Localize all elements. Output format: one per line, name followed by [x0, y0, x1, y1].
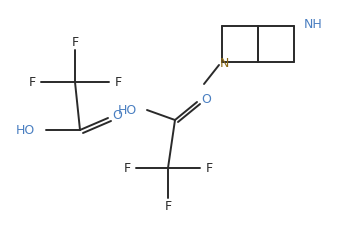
Text: F: F [29, 76, 36, 88]
Text: F: F [165, 201, 172, 213]
Text: F: F [123, 162, 131, 174]
Text: F: F [71, 36, 79, 49]
Text: O: O [201, 92, 211, 105]
Text: HO: HO [16, 124, 35, 136]
Text: F: F [205, 162, 212, 174]
Text: F: F [115, 76, 122, 88]
Text: NH: NH [304, 17, 323, 31]
Text: N: N [219, 56, 229, 70]
Text: HO: HO [118, 103, 137, 116]
Text: O: O [112, 109, 122, 121]
